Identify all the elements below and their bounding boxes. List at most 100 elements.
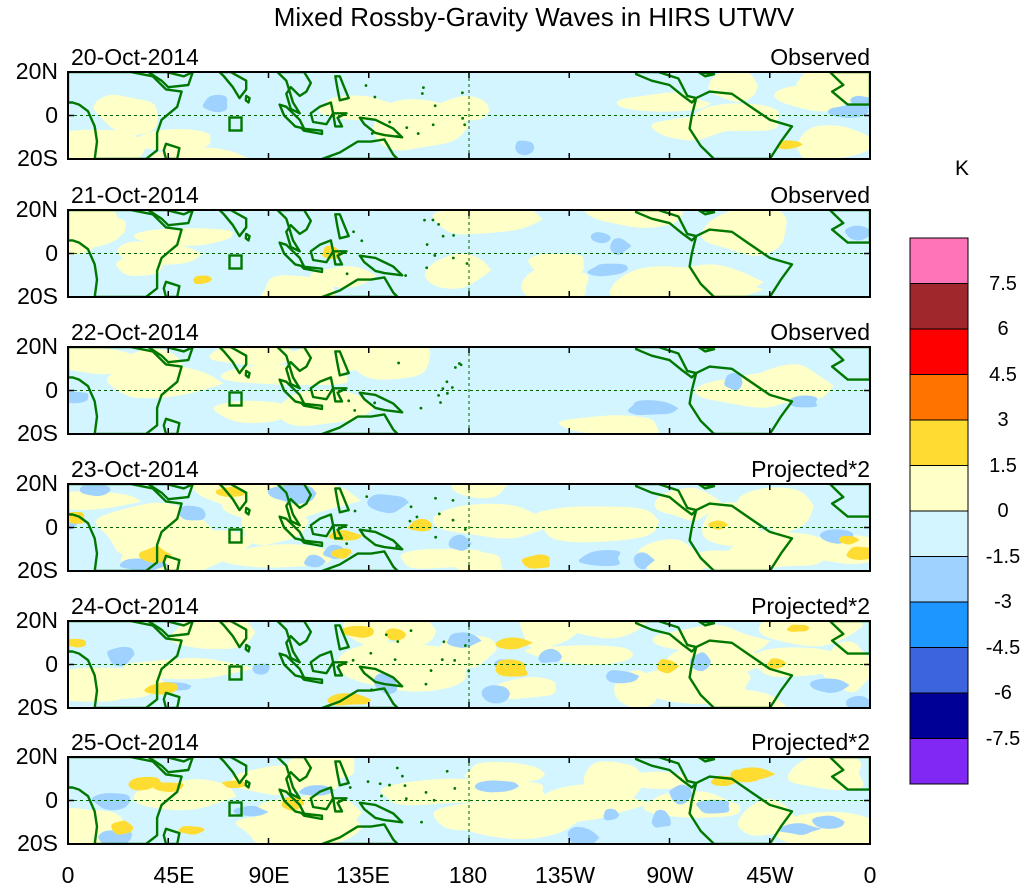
coastline-madagascar	[162, 280, 181, 297]
coastline-philippines	[334, 75, 350, 102]
island	[364, 84, 368, 87]
cool-anomaly	[538, 648, 563, 663]
island	[453, 366, 457, 369]
strong-warm-anomaly	[193, 275, 212, 285]
island	[463, 644, 467, 647]
cool-anomaly	[788, 395, 818, 408]
coastline-caribbean	[697, 757, 716, 763]
panel-date: 21-Oct-2014	[71, 182, 199, 208]
cool-anomaly	[567, 826, 600, 844]
lon-label-0-end: 0	[863, 862, 877, 888]
coastline-sulawesi	[331, 797, 348, 813]
strong-warm-anomaly	[838, 535, 860, 545]
region-box	[228, 665, 243, 681]
colorbar-swatch	[909, 601, 969, 648]
strong-warm-anomaly	[657, 659, 680, 674]
cool-anomaly	[252, 663, 270, 675]
colorbar-swatch	[909, 283, 969, 330]
panel-date: 23-Oct-2014	[71, 456, 199, 482]
island	[353, 509, 357, 513]
island	[419, 406, 423, 410]
map-panel-2	[67, 209, 871, 298]
panel-date: 25-Oct-2014	[71, 729, 199, 755]
coastline-centralam	[634, 621, 698, 653]
coastline-africa	[68, 347, 183, 434]
colorbar-swatch	[909, 647, 969, 694]
island	[437, 512, 441, 516]
coastline-newguinea	[358, 116, 404, 139]
strong-warm-anomaly	[521, 554, 551, 569]
strong-warm-anomaly	[68, 638, 86, 648]
cool-anomaly	[448, 534, 472, 551]
lat-label: 20S	[17, 830, 58, 856]
coastline-caribbean	[697, 484, 716, 490]
cool-anomaly	[587, 263, 628, 277]
coastline-caribbean	[697, 72, 716, 78]
island	[393, 658, 397, 661]
coastline-srilanka	[244, 643, 251, 653]
coastlines	[68, 621, 870, 708]
colorbar-swatch	[909, 237, 969, 284]
coastline-indochina	[276, 210, 312, 253]
lat-label: 20N	[15, 607, 58, 633]
cool-anomaly	[844, 225, 870, 241]
lat-label: 20N	[15, 196, 58, 222]
island	[369, 651, 373, 655]
strong-warm-anomaly	[385, 628, 407, 641]
coastline-caribbean	[697, 347, 716, 353]
colorbar	[909, 237, 969, 785]
cool-anomaly	[627, 400, 679, 416]
coastline-india	[218, 347, 248, 375]
island	[425, 243, 429, 246]
colorbar-label: -3	[994, 591, 1012, 613]
island	[459, 363, 463, 367]
island	[445, 391, 449, 395]
warm-anomaly	[68, 347, 149, 375]
coastline-java	[300, 127, 324, 136]
panel-date: 24-Oct-2014	[71, 593, 199, 619]
coastline-srilanka	[244, 94, 251, 104]
coastline-srilanka	[244, 232, 251, 242]
warm-anomaly	[532, 506, 660, 543]
lat-label: 20N	[15, 58, 58, 84]
island	[445, 769, 449, 773]
warm-anomaly	[352, 347, 431, 380]
island	[442, 640, 446, 644]
cool-anomaly	[724, 373, 743, 391]
coastline-indochina	[276, 484, 312, 527]
coastline-africa	[68, 210, 183, 297]
coastline-indochina	[276, 757, 312, 800]
island	[463, 123, 467, 127]
warm-anomaly	[424, 253, 492, 289]
lat-label: 20N	[15, 333, 58, 359]
cool-anomaly	[79, 484, 111, 497]
warm-anomaly	[68, 491, 142, 510]
island	[451, 498, 455, 502]
coastline-madagascar	[162, 554, 181, 571]
lon-label-90w: 90W	[646, 862, 694, 888]
coastline-africa	[68, 621, 183, 708]
coastline-centralam	[634, 757, 698, 789]
colorbar-label: 0	[997, 500, 1009, 522]
panel-tag: Observed	[770, 44, 870, 70]
warm-anomaly	[654, 487, 723, 521]
coastline-southam	[688, 228, 794, 297]
strong-warm-anomaly	[153, 782, 184, 793]
coastline-westafrica_end	[828, 621, 870, 655]
cool-anomaly	[267, 485, 317, 504]
warm-anomaly	[787, 757, 864, 791]
island	[434, 535, 438, 539]
coastline-westafrica_end	[828, 347, 870, 381]
coastline-sulawesi	[331, 387, 348, 403]
island	[404, 274, 408, 277]
cool-anomaly	[299, 785, 336, 796]
island	[365, 495, 369, 499]
island	[424, 790, 428, 794]
island	[434, 496, 437, 500]
strong-warm-anomaly	[128, 776, 162, 791]
coastline-india	[218, 621, 248, 649]
coastline-java	[300, 676, 324, 685]
lat-label: 0	[45, 650, 58, 677]
coastline-westafrica_end	[828, 757, 870, 791]
